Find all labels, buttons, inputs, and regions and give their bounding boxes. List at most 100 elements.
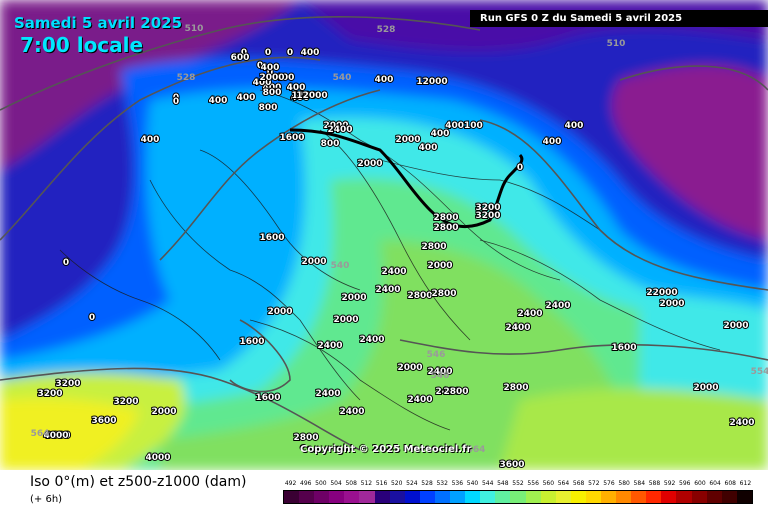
iso-label: 400100 [445,121,483,131]
scale-swatch [450,491,466,503]
scale-swatch [555,491,571,503]
iso-label: 2000 [427,261,452,271]
iso-label: 2400 [407,395,432,405]
scale-swatch [284,491,300,503]
scale-label: 540 [466,480,479,487]
iso-label: 2000 [151,407,176,417]
iso-label: 2000 [333,315,358,325]
contour-label: 546 [427,350,446,360]
scale-label: 556 [527,480,539,487]
iso-label: 1600 [239,337,264,347]
iso-label: 0 [173,97,179,107]
scale-label: 564 [557,480,570,487]
scale-label: 548 [497,480,509,487]
iso-label: 2400 [375,285,400,295]
color-scale [283,490,753,504]
iso-label: 2000 [693,383,718,393]
iso-label: 2400 [517,309,542,319]
scale-label: 568 [572,480,585,487]
iso-label: 2800 [407,291,432,301]
iso-label: 22000 [646,288,677,298]
iso-label: 0 [63,258,69,268]
scale-label: 580 [618,480,630,487]
iso-label: 2800 [293,433,318,443]
iso-label: 2400 [317,341,342,351]
iso-label: 2400 [327,125,352,135]
iso-label: 800 [259,103,278,113]
scale-label: 528 [421,480,433,487]
scale-swatch [525,491,541,503]
iso-label: 400 [253,78,272,88]
scale-swatch [389,491,405,503]
iso-label: 0 [235,53,241,63]
iso-label: 2000 [357,159,382,169]
iso-label: 0 [241,48,247,58]
iso-label: 2000 [723,321,748,331]
iso-label: 0 [89,313,95,323]
iso-label: 1600 [611,343,636,353]
iso-label: 2400 [435,387,460,397]
iso-label: 0 [173,93,179,103]
iso-label: 2000 [323,121,348,131]
iso-label: 1200 [291,91,316,101]
scale-swatch [314,491,330,503]
iso-label: 2000 [267,307,292,317]
iso-label: 4000 [43,431,68,441]
scale-label: 500 [315,480,327,487]
scale-swatch [661,491,677,503]
scale-swatch [570,491,586,503]
iso-label: 2400 [545,301,570,311]
legend-subtitle: (+ 6h) [30,494,63,505]
scale-label: 504 [330,480,342,487]
scale-label: 508 [345,480,357,487]
legend-panel: Iso 0°(m) et z500-z1000 (dam) (+ 6h) 492… [0,470,768,512]
scale-swatch [359,491,375,503]
iso-zero-fill [0,0,768,470]
iso-label: 2400 [427,367,452,377]
iso-label: 800 [263,88,282,98]
scale-swatch [299,491,315,503]
iso-label: 12000 [296,91,327,101]
scale-label: 612 [739,480,752,487]
scale-label: 588 [648,480,661,487]
coastlines [59,89,721,431]
scale-label: 532 [436,480,448,487]
scale-swatch [585,491,601,503]
iso-label: 2400 [339,407,364,417]
iso-label: 0 [257,61,263,71]
contour-label: 528 [377,25,396,35]
scale-swatch [419,491,435,503]
scale-swatch [510,491,526,503]
contour-label: 564 [31,429,50,439]
scale-swatch [495,491,511,503]
iso-label: 2000 [397,363,422,373]
scale-label: 524 [406,480,418,487]
scale-swatch [329,491,345,503]
iso-label: 400 [419,143,438,153]
scale-label: 552 [512,480,524,487]
iso-label: 400 [261,63,280,73]
scale-label: 584 [633,480,646,487]
iso-label: 400 [291,93,310,103]
iso-label: 2800 [443,387,468,397]
iso-label: 2000 [259,73,284,83]
scale-swatch [616,491,632,503]
contour-label: 564 [467,445,486,455]
scale-swatch [646,491,662,503]
iso-label: 3200 [37,389,62,399]
iso-label: 2000 [659,299,684,309]
scale-swatch [600,491,617,503]
iso-label: 1600 [259,233,284,243]
forecast-time: 7:00 locale [20,33,144,57]
iso-zero-front [289,128,524,229]
scale-swatch [691,491,707,503]
iso-label: 2800 [433,223,458,233]
iso-label: 1600 [255,393,280,403]
scale-label: 608 [724,480,736,487]
iso-label: 2800 [421,242,446,252]
iso-label: 2000 [301,257,326,267]
iso-label: 3200 [55,379,80,389]
iso-label: 400 [263,83,282,93]
